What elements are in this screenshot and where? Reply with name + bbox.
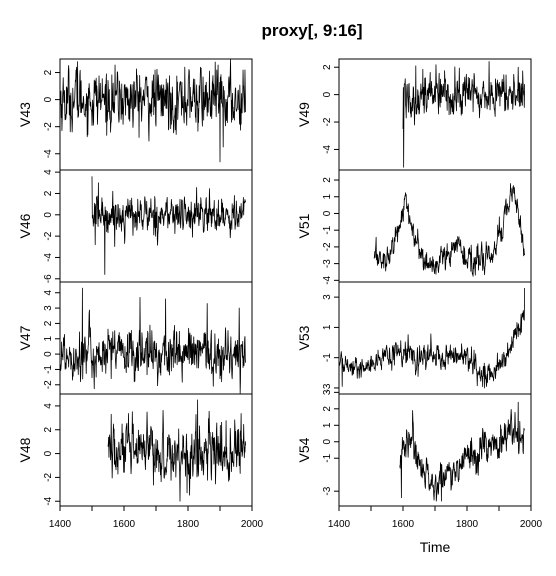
panel-v54: -3 -1 0 1 2 3 V54 1400 1600 1800 2000	[296, 389, 543, 530]
x-tick-label: 1400	[49, 519, 72, 530]
series-line-v49	[402, 61, 525, 168]
panel-v49: -4 -2 0 2 V49	[296, 58, 532, 171]
y-tick-label: -1	[322, 225, 333, 234]
y-tick-label: 4	[43, 290, 54, 296]
y-axis-label-v48: V48	[17, 437, 33, 462]
panel-v53: -3 -1 1 3 V53	[296, 281, 532, 395]
y-tick-label: 2	[43, 69, 54, 75]
y-tick-label: 4	[43, 403, 54, 409]
y-tick-label: -3	[322, 486, 333, 495]
y-tick-label: 3	[43, 305, 54, 311]
y-tick-label: 1	[322, 324, 333, 330]
y-tick-label: -1	[43, 365, 54, 374]
y-tick-label: 0	[43, 450, 54, 456]
y-tick-label: 0	[322, 439, 333, 445]
panel-v43: -4 -2 0 2 V43	[17, 58, 253, 171]
y-tick-label: 2	[322, 406, 333, 412]
y-tick-label: -2	[43, 231, 54, 240]
y-tick-label: 2	[43, 320, 54, 326]
y-tick-label: 3	[322, 389, 333, 395]
series-line-v54	[399, 401, 525, 502]
y-tick-label: 0	[43, 351, 54, 357]
y-axis-label-v47: V47	[17, 325, 33, 350]
y-tick-label: 0	[322, 210, 333, 216]
y-tick-label: 2	[322, 64, 333, 70]
y-tick-label: -4	[322, 275, 333, 284]
y-tick-label: 0	[43, 96, 54, 102]
panel-v51: -4 -3 -2 -1 0 1 2 V51	[296, 169, 532, 285]
x-tick-label: 2000	[520, 519, 543, 530]
y-tick-label: -4	[322, 145, 333, 154]
y-tick-label: -4	[43, 149, 54, 158]
x-tick-label: 1800	[456, 519, 479, 530]
panel-v46: -6 -4 -2 0 2 4 V46	[17, 169, 253, 283]
chart-title: proxy[, 9:16]	[261, 21, 362, 40]
y-tick-label: -2	[43, 380, 54, 389]
x-axis-label: Time	[420, 539, 451, 555]
x-tick-label: 1600	[113, 519, 136, 530]
y-tick-label: 2	[43, 427, 54, 433]
y-tick-label: -1	[322, 353, 333, 362]
panels: -4 -2 0 2 V43 -6 -4 -2 0 2 4 V46 -2 -1 0 1 2 3 4 V47 -4 -2 0 2 4…	[17, 58, 543, 530]
y-tick-label: -2	[322, 242, 333, 251]
y-tick-label: 1	[43, 336, 54, 342]
y-tick-label: -2	[43, 473, 54, 482]
y-tick-label: -1	[322, 453, 333, 462]
panel-frame	[338, 281, 532, 395]
x-tick-label: 1600	[392, 519, 415, 530]
y-axis-label-v43: V43	[17, 102, 33, 127]
y-tick-label: 2	[43, 190, 54, 196]
y-axis-label-v53: V53	[296, 325, 312, 350]
series-line-v51	[373, 183, 525, 277]
y-tick-label: -4	[43, 496, 54, 505]
y-tick-label: 2	[322, 177, 333, 183]
y-tick-label: -3	[322, 383, 333, 392]
x-tick-label: 1800	[177, 519, 200, 530]
y-axis-label-v54: V54	[296, 437, 312, 462]
y-axis-label-v51: V51	[296, 213, 312, 238]
y-tick-label: 4	[43, 169, 54, 175]
y-tick-label: 0	[322, 91, 333, 97]
y-axis-label-v49: V49	[296, 102, 312, 127]
panel-frame	[338, 58, 532, 171]
x-tick-label: 1400	[328, 519, 351, 530]
y-axis-label-v46: V46	[17, 213, 33, 238]
y-tick-label: -3	[322, 259, 333, 268]
x-tick-label: 2000	[241, 519, 264, 530]
series-line-v46	[91, 176, 246, 275]
y-tick-label: -4	[43, 253, 54, 262]
series-line-v48	[107, 399, 246, 502]
y-tick-label: -2	[43, 122, 54, 131]
y-tick-label: 0	[43, 212, 54, 218]
y-tick-label: 1	[322, 194, 333, 200]
y-tick-label: -6	[43, 274, 54, 283]
y-tick-label: 1	[322, 422, 333, 428]
series-line-v47	[59, 287, 246, 394]
y-tick-label: -2	[322, 117, 333, 126]
series-line-v53	[338, 288, 525, 389]
panel-v48: -4 -2 0 2 4 V48 1400 1600 1800 2000	[17, 393, 264, 530]
panel-v47: -2 -1 0 1 2 3 4 V47	[17, 281, 253, 395]
y-tick-label: 3	[322, 294, 333, 300]
series-line-v43	[59, 59, 246, 163]
